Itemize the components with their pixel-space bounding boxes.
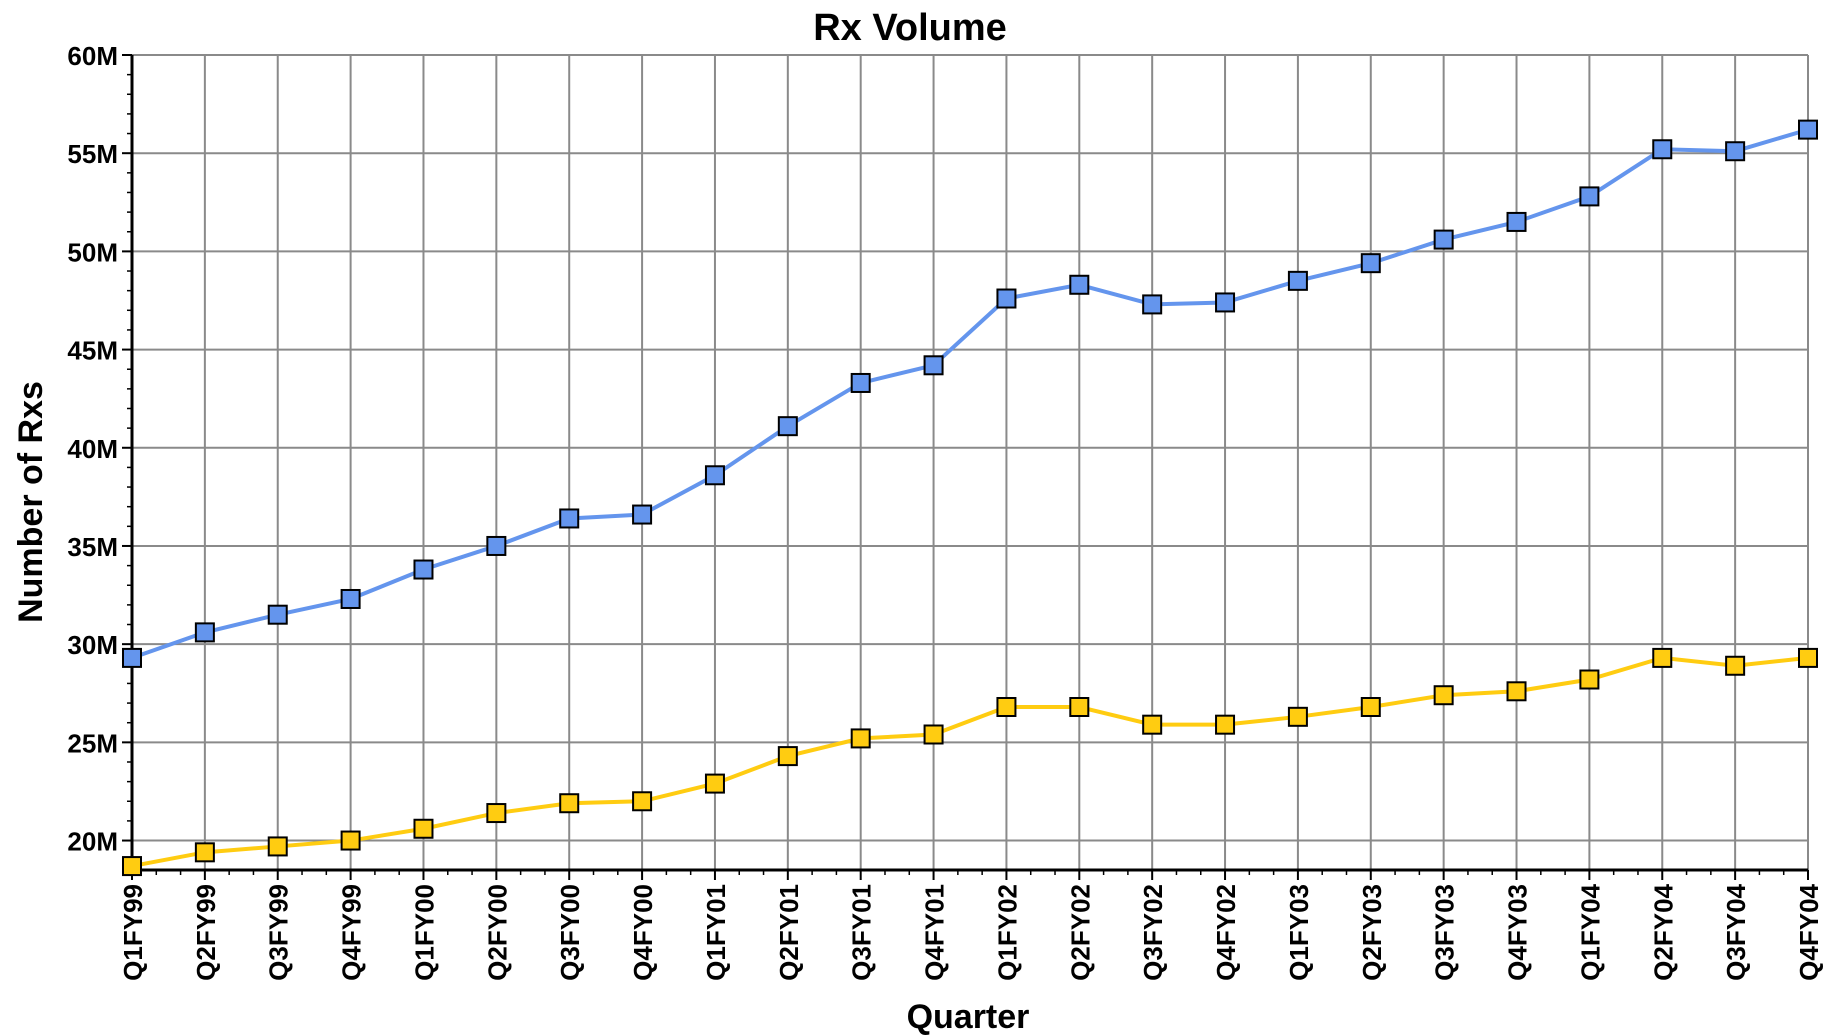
series-2-point	[1798, 647, 1818, 668]
axes	[130, 55, 1808, 872]
x-tick-label: Q2FY04	[1648, 883, 1678, 980]
series-2-point	[122, 856, 142, 877]
series-2-point	[1069, 697, 1090, 717]
series-2-point	[1360, 697, 1381, 717]
grid	[131, 54, 1809, 870]
x-tick-label: Q3FY00	[555, 884, 585, 981]
x-tick-label: Q2FY03	[1357, 884, 1387, 981]
y-tick-label: 55M	[67, 139, 118, 169]
series-2-point	[486, 803, 507, 824]
series-2-point	[1287, 706, 1308, 727]
x-tick-label: Q4FY04	[1794, 883, 1824, 980]
x-tick-label: Q2FY02	[1065, 884, 1095, 981]
series-1-point	[194, 622, 215, 643]
x-tick-label: Q2FY00	[482, 884, 512, 981]
series-1-point	[1215, 292, 1236, 313]
x-tick-label: Q4FY99	[337, 884, 367, 981]
series-2-point	[996, 697, 1017, 717]
series-2-point	[1433, 685, 1454, 706]
series-1-point	[1287, 270, 1308, 291]
x-tick-label: Q1FY03	[1284, 884, 1314, 981]
x-tick-label: Q1FY04	[1575, 883, 1605, 980]
series-layer	[122, 119, 1818, 877]
y-tick-label: 50M	[67, 237, 118, 267]
series-1-point	[1579, 186, 1600, 207]
series-1-point	[122, 647, 142, 668]
x-tick-label: Q1FY02	[992, 884, 1022, 981]
series-1-point	[704, 465, 725, 486]
y-tick-label: 40M	[67, 434, 118, 464]
series-2-point	[1725, 655, 1746, 676]
series-2-point	[1506, 681, 1527, 702]
series-2-point	[632, 791, 653, 812]
y-tick-label: 30M	[67, 630, 118, 660]
series-2-point	[559, 793, 580, 814]
series-2-point	[1652, 647, 1673, 668]
series-2-point	[267, 836, 288, 857]
series-1-point	[1652, 139, 1673, 160]
x-tick-label: Q4FY03	[1503, 884, 1533, 981]
series-1-point	[1433, 229, 1454, 250]
chart-title: Rx Volume	[813, 7, 1007, 49]
series-1-point	[1142, 294, 1163, 315]
x-tick-label: Q4FY01	[920, 884, 950, 981]
series-1-point	[486, 535, 507, 556]
series-1-point	[632, 504, 653, 525]
x-tick-label: Q1FY99	[118, 884, 148, 981]
y-axis-ticks: 20M 25M 30M 35M 40M 45M 50M 55M 60M	[67, 41, 132, 861]
series-2-line	[131, 655, 1809, 869]
x-tick-label: Q4FY00	[628, 884, 658, 981]
x-axis-ticks: Q1FY99 Q2FY99 Q3FY99 Q4FY99 Q1FY00 Q2FY00 Q3FY…	[118, 870, 1824, 981]
series-1-point	[340, 588, 361, 609]
x-tick-label: Q1FY00	[409, 884, 439, 981]
series-1-point	[559, 508, 580, 529]
series-1-point	[1725, 141, 1746, 162]
series-2-point	[1579, 669, 1600, 690]
series-1-point	[267, 604, 288, 625]
series-1-point	[996, 288, 1017, 309]
series-1-point	[1506, 211, 1527, 232]
x-tick-label: Q3FY03	[1430, 884, 1460, 981]
series-2-point	[923, 724, 944, 745]
series-2-point	[850, 728, 871, 749]
series-1-point	[1798, 119, 1818, 140]
y-tick-label: 45M	[67, 336, 118, 366]
series-2-point	[413, 818, 434, 839]
series-2-point	[340, 830, 361, 851]
series-1-point	[777, 416, 798, 437]
x-tick-label: Q1FY01	[701, 884, 731, 981]
series-2-point	[1215, 714, 1236, 735]
y-tick-label: 25M	[67, 728, 118, 758]
x-tick-label: Q3FY99	[264, 884, 294, 981]
series-1-point	[1069, 274, 1090, 295]
series-1-point	[850, 372, 871, 393]
series-1-point	[1360, 253, 1381, 274]
x-tick-label: Q4FY02	[1211, 884, 1241, 981]
y-tick-label: 20M	[67, 827, 118, 857]
series-2-point	[704, 773, 725, 794]
x-tick-label: Q2FY01	[774, 884, 804, 981]
series-2-point	[777, 746, 798, 767]
x-tick-label: Q3FY04	[1721, 883, 1751, 980]
y-tick-label: 35M	[67, 532, 118, 562]
x-tick-label: Q2FY99	[191, 884, 221, 981]
x-tick-label: Q3FY01	[847, 884, 877, 981]
series-1-point	[413, 559, 434, 580]
x-axis-label: Quarter	[907, 998, 1030, 1035]
series-2-point	[1142, 714, 1163, 735]
x-tick-label: Q3FY02	[1138, 884, 1168, 981]
y-tick-label: 60M	[67, 41, 118, 71]
series-2-point	[194, 842, 215, 863]
series-1-point	[923, 355, 944, 376]
y-axis-label: Number of Rxs	[12, 381, 50, 623]
series-1-line	[131, 127, 1809, 660]
